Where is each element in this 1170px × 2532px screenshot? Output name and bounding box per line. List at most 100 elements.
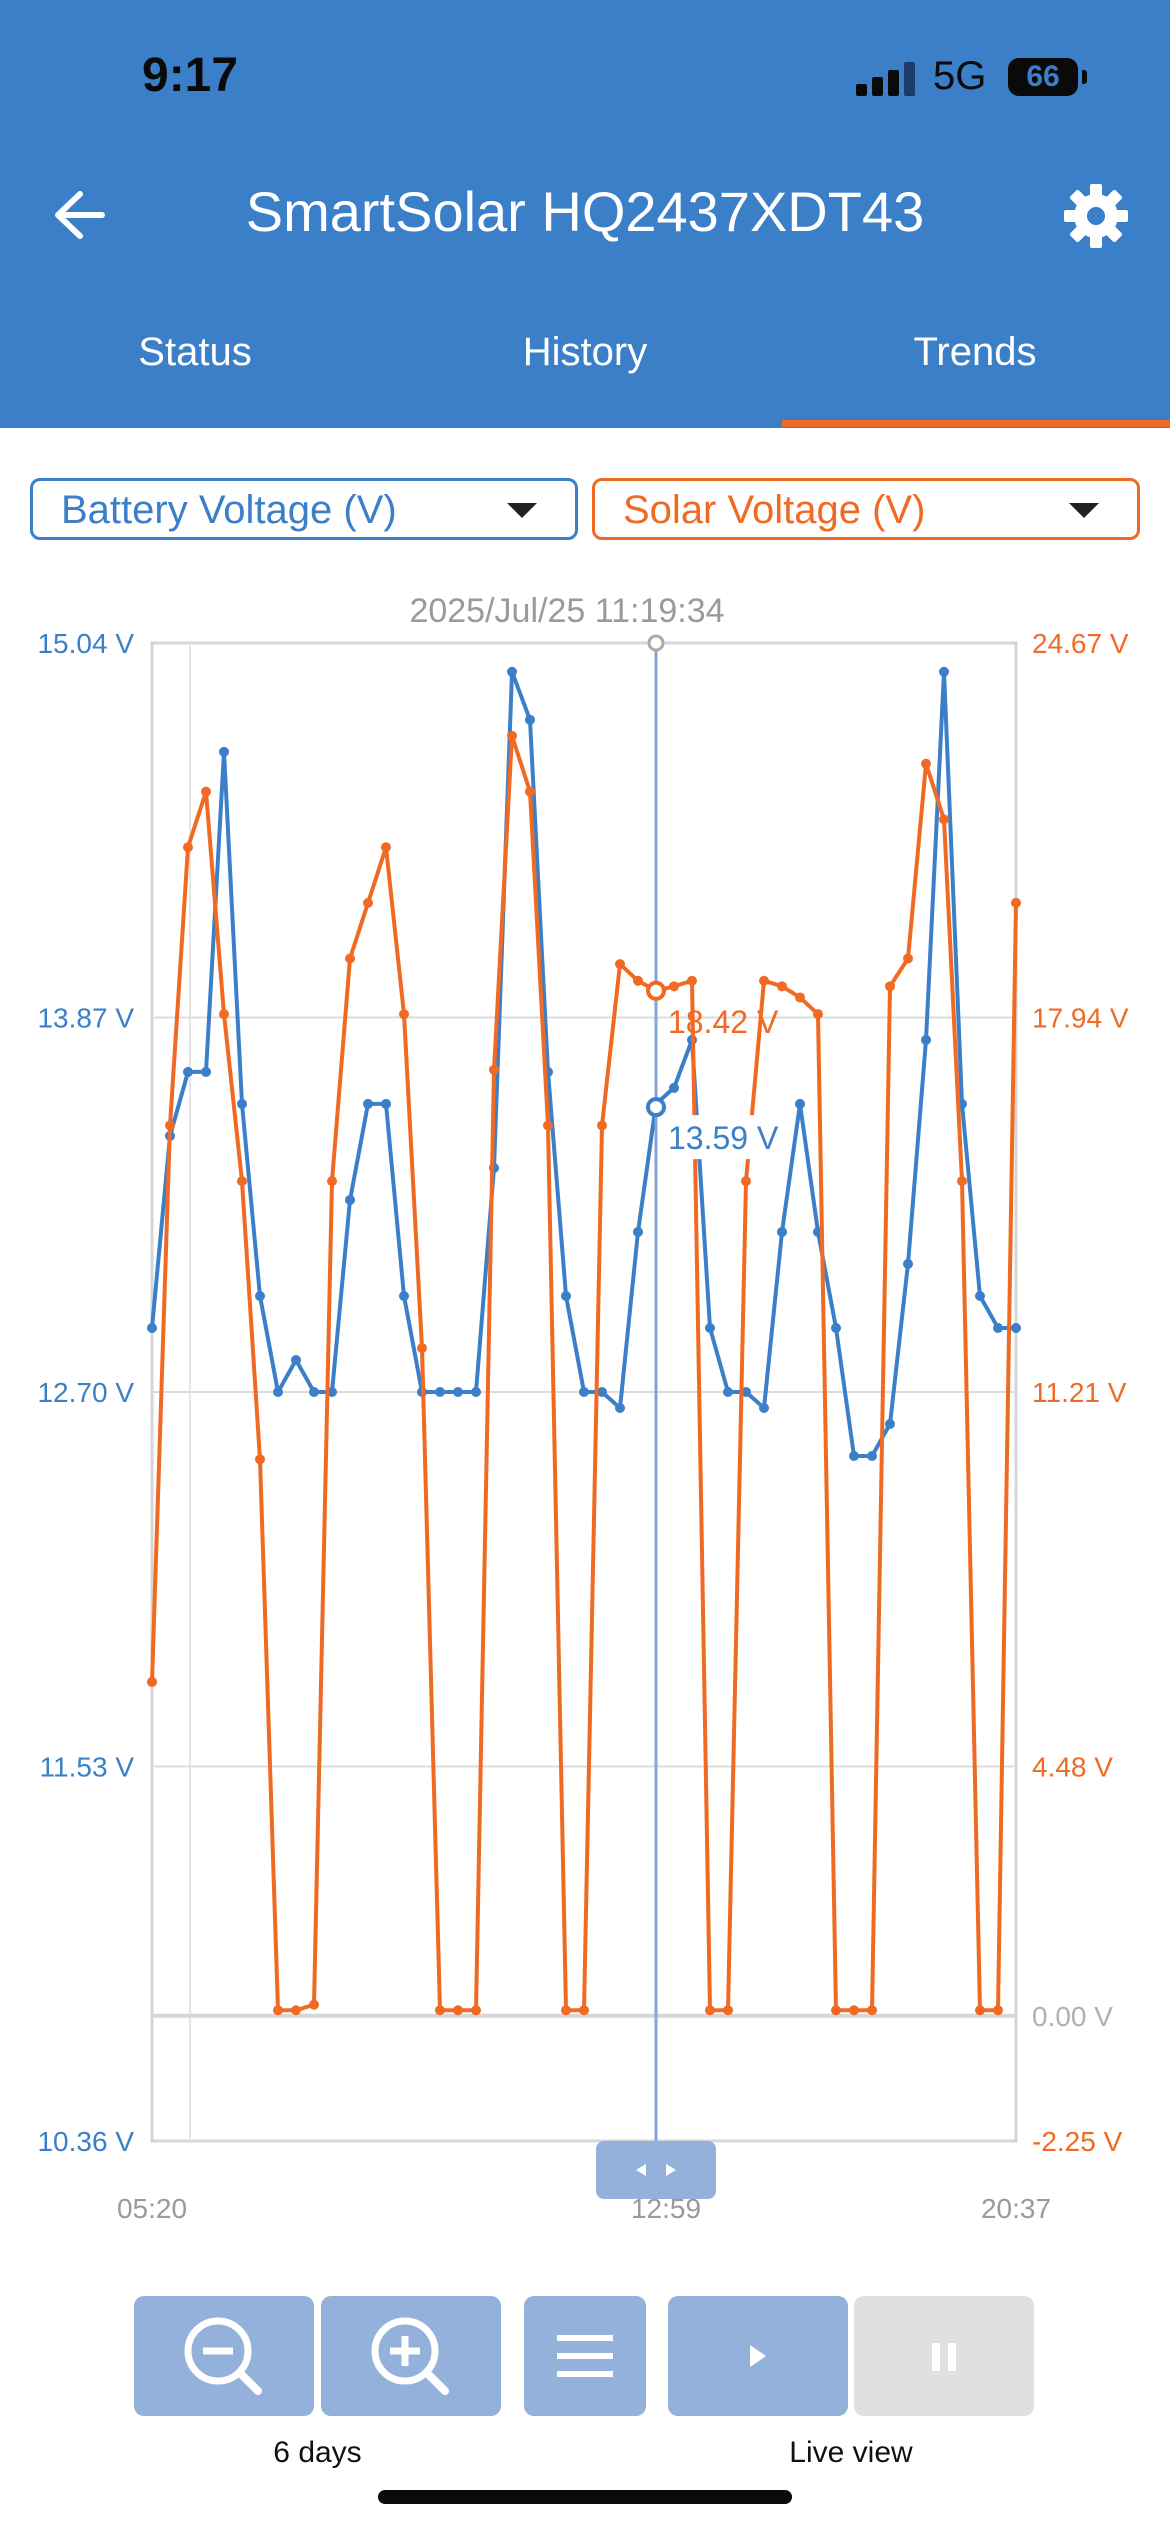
menu-button[interactable] (524, 2296, 646, 2416)
signal-icon (856, 62, 918, 96)
solar-voltage-point (867, 2005, 877, 2016)
solar-voltage-point (309, 1999, 319, 2010)
solar-voltage-point (507, 730, 517, 741)
battery-voltage-point (795, 1098, 805, 1109)
gear-icon[interactable] (1060, 180, 1132, 252)
solar-voltage-point (543, 1120, 553, 1131)
solar-voltage-point (327, 1176, 337, 1187)
battery-voltage-point (777, 1226, 787, 1237)
solar-voltage-point (489, 1064, 499, 1075)
pause-icon (932, 2343, 956, 2371)
solar-voltage-point (1011, 897, 1021, 908)
solar-voltage-point (921, 758, 931, 769)
solar-voltage-point (669, 981, 679, 992)
solar-voltage-point (759, 975, 769, 986)
battery-voltage-point (597, 1387, 607, 1397)
solar-voltage-point (345, 953, 355, 964)
chevron-down-icon (507, 503, 537, 518)
live-view-caption: Live view (789, 2436, 913, 2469)
trend-chart[interactable]: 2025/Jul/25 11:19:34 15.04 V 13.87 V 12.70… (0, 580, 1170, 2240)
battery-voltage-point (525, 714, 535, 725)
back-arrow-icon[interactable] (40, 180, 110, 250)
solar-voltage-point (705, 2005, 715, 2016)
home-indicator (378, 2490, 792, 2504)
battery-voltage-point (381, 1098, 391, 1109)
cursor-battery-value: 13.59 V (668, 1120, 779, 1156)
solar-voltage-point (183, 842, 193, 853)
network-type: 5G (933, 54, 987, 98)
solar-voltage-point (633, 975, 643, 986)
battery-voltage-point (705, 1322, 715, 1333)
battery-voltage-point (903, 1258, 913, 1269)
tab-trends[interactable]: Trends (913, 330, 1037, 374)
solar-voltage-point (471, 2005, 481, 2016)
chart-cursor: 18.42 V 13.59 V (596, 634, 790, 2199)
solar-voltage-point (885, 981, 895, 992)
battery-voltage-point (1011, 1322, 1021, 1333)
menu-icon (557, 2335, 613, 2377)
battery-voltage-point (579, 1387, 589, 1397)
solar-voltage-point (237, 1176, 247, 1187)
battery-voltage-point (561, 1290, 571, 1301)
battery-voltage-point (435, 1387, 445, 1397)
battery-voltage-point (471, 1387, 481, 1397)
chart-x-ticks: 05:20 12:59 20:37 (117, 2193, 1051, 2224)
battery-voltage-point (183, 1066, 193, 1077)
zoom-out-button[interactable] (134, 2296, 314, 2416)
battery-voltage-point (993, 1322, 1003, 1333)
solar-voltage-point (795, 992, 805, 1003)
solar-voltage-point (219, 1009, 229, 1020)
solar-voltage-point (939, 814, 949, 825)
solar-voltage-point (813, 1009, 823, 1020)
left-axis-tick-label: 13.87 V (37, 1003, 134, 1034)
solar-voltage-point (903, 953, 913, 964)
battery-voltage-point (849, 1451, 859, 1462)
right-axis-tick-label: 17.94 V (1032, 1003, 1129, 1034)
solar-voltage-point (741, 1176, 751, 1187)
right-axis-tick-label: 0.00 V (1032, 2001, 1113, 2032)
x-axis-tick-label: 20:37 (981, 2193, 1051, 2224)
battery-voltage-point (201, 1066, 211, 1077)
battery-voltage-point (975, 1290, 985, 1301)
x-axis-tick-label: 05:20 (117, 2193, 187, 2224)
solar-voltage-point (561, 2005, 571, 2016)
battery-voltage-point (273, 1387, 283, 1397)
battery-icon: 66 (1008, 58, 1078, 96)
drag-arrows-icon (636, 2164, 676, 2176)
zoom-in-button[interactable] (321, 2296, 501, 2416)
clock: 9:17 (142, 49, 239, 102)
cursor-solar-value: 18.42 V (668, 1004, 779, 1040)
battery-voltage-point (309, 1387, 319, 1397)
solar-voltage-point (165, 1120, 175, 1131)
cursor-timestamp: 2025/Jul/25 11:19:34 (409, 592, 724, 630)
battery-voltage-point (453, 1387, 463, 1397)
battery-voltage-point (237, 1098, 247, 1109)
battery-voltage-point (219, 746, 229, 757)
cursor-battery-label-bg (662, 1115, 790, 1160)
solar-voltage-point (255, 1454, 265, 1465)
tab-history[interactable]: History (522, 330, 648, 374)
cursor-drag-handle[interactable] (596, 2141, 716, 2199)
solar-voltage-point (417, 1343, 427, 1354)
solar-voltage-point (579, 2005, 589, 2016)
chevron-down-icon (1069, 503, 1099, 518)
left-series-label: Battery Voltage (V) (61, 488, 397, 532)
solar-voltage-point (381, 842, 391, 853)
battery-voltage-line (150, 669, 1016, 1459)
solar-voltage-line (150, 733, 1018, 2013)
tab-status[interactable]: Status (138, 330, 252, 374)
left-series-select[interactable]: Battery Voltage (V) (30, 478, 578, 540)
solar-voltage-point (363, 897, 373, 908)
active-tab-indicator (782, 420, 1170, 427)
solar-voltage-point (993, 2005, 1003, 2016)
right-series-select[interactable]: Solar Voltage (V) (592, 478, 1140, 540)
solar-voltage-point (291, 2005, 301, 2016)
solar-voltage-point (399, 1009, 409, 1020)
battery-voltage-point (633, 1226, 643, 1237)
cursor-top-handle (647, 634, 665, 652)
battery-voltage-point (867, 1451, 877, 1462)
play-button[interactable] (668, 2296, 848, 2416)
solar-voltage-point (615, 959, 625, 970)
left-axis-tick-label: 15.04 V (37, 628, 134, 659)
pause-button[interactable] (854, 2296, 1034, 2416)
